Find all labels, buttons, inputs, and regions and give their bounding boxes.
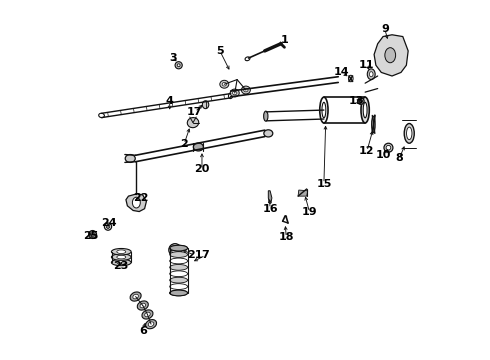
Ellipse shape [170, 271, 188, 276]
Ellipse shape [111, 248, 131, 255]
Text: 22: 22 [133, 193, 149, 203]
Polygon shape [374, 35, 408, 76]
Ellipse shape [170, 290, 188, 296]
Text: 13: 13 [348, 96, 364, 106]
Ellipse shape [170, 277, 188, 283]
Ellipse shape [359, 99, 363, 103]
Ellipse shape [172, 246, 179, 253]
Text: 2: 2 [180, 139, 188, 149]
Ellipse shape [320, 97, 328, 123]
Ellipse shape [132, 197, 140, 208]
Text: 16: 16 [262, 204, 278, 214]
Text: 20: 20 [194, 164, 210, 174]
Ellipse shape [106, 225, 110, 228]
Ellipse shape [170, 284, 188, 289]
Text: 21: 21 [187, 250, 202, 260]
Ellipse shape [363, 102, 367, 118]
Ellipse shape [264, 130, 273, 137]
Ellipse shape [358, 98, 364, 104]
Polygon shape [298, 190, 308, 196]
Ellipse shape [384, 143, 393, 152]
Ellipse shape [91, 233, 95, 236]
Polygon shape [126, 194, 147, 212]
Ellipse shape [177, 64, 180, 67]
Ellipse shape [369, 72, 373, 77]
Text: 19: 19 [302, 207, 318, 217]
Ellipse shape [170, 258, 188, 264]
Ellipse shape [117, 250, 126, 253]
Text: 4: 4 [166, 96, 173, 106]
Ellipse shape [170, 252, 188, 257]
Text: 14: 14 [334, 67, 350, 77]
Ellipse shape [233, 91, 237, 95]
Ellipse shape [222, 82, 226, 86]
Ellipse shape [98, 113, 104, 118]
Ellipse shape [404, 123, 414, 143]
Text: 9: 9 [381, 24, 389, 35]
Ellipse shape [386, 145, 391, 150]
Ellipse shape [175, 62, 182, 69]
Ellipse shape [169, 244, 181, 256]
Ellipse shape [117, 261, 126, 264]
Ellipse shape [117, 255, 126, 259]
Ellipse shape [130, 292, 141, 301]
Ellipse shape [137, 301, 148, 310]
Ellipse shape [194, 143, 203, 151]
Text: 3: 3 [170, 53, 177, 63]
Ellipse shape [230, 89, 239, 97]
Ellipse shape [89, 230, 97, 238]
Ellipse shape [368, 69, 375, 80]
Text: 7: 7 [202, 250, 209, 260]
Text: 23: 23 [114, 261, 129, 271]
Text: 6: 6 [139, 325, 147, 336]
Text: 18: 18 [278, 232, 294, 242]
Ellipse shape [133, 294, 138, 299]
Text: 12: 12 [359, 146, 375, 156]
Ellipse shape [361, 97, 369, 123]
Polygon shape [269, 191, 272, 203]
Ellipse shape [145, 312, 150, 317]
Ellipse shape [111, 254, 131, 260]
Ellipse shape [104, 223, 112, 230]
Text: 25: 25 [83, 231, 98, 240]
Ellipse shape [170, 265, 188, 270]
Ellipse shape [220, 80, 229, 88]
Ellipse shape [245, 57, 250, 61]
Ellipse shape [146, 320, 156, 329]
Ellipse shape [385, 48, 395, 63]
Text: 11: 11 [359, 60, 375, 70]
Text: 24: 24 [101, 218, 117, 228]
Text: 10: 10 [375, 150, 391, 160]
Ellipse shape [170, 290, 188, 296]
Ellipse shape [187, 118, 199, 128]
Ellipse shape [244, 88, 248, 92]
Text: 17: 17 [187, 107, 202, 117]
Ellipse shape [111, 259, 131, 266]
Ellipse shape [140, 303, 146, 308]
Ellipse shape [242, 86, 250, 94]
Ellipse shape [142, 310, 153, 319]
Ellipse shape [125, 154, 135, 162]
Text: 15: 15 [316, 179, 332, 189]
Ellipse shape [170, 245, 188, 251]
Text: 8: 8 [395, 153, 403, 163]
Text: 5: 5 [216, 46, 224, 56]
Text: 1: 1 [281, 35, 288, 45]
Ellipse shape [264, 111, 268, 121]
Ellipse shape [407, 127, 412, 140]
Ellipse shape [322, 102, 326, 118]
Ellipse shape [202, 101, 209, 109]
Ellipse shape [148, 322, 154, 327]
Ellipse shape [228, 93, 233, 99]
Ellipse shape [170, 245, 188, 251]
